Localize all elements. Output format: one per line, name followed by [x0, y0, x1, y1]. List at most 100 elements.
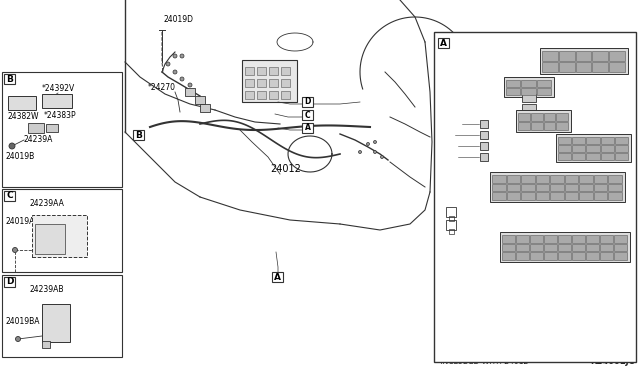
Bar: [35, 224, 65, 254]
Bar: [579, 175, 593, 183]
Bar: [269, 91, 278, 99]
Text: D: D: [304, 97, 310, 106]
Text: *24380P: *24380P: [436, 141, 468, 151]
Text: *24383PC: *24383PC: [436, 173, 474, 182]
Text: R24001JU: R24001JU: [590, 357, 636, 366]
Bar: [594, 192, 607, 200]
Text: *24382VA: *24382VA: [490, 277, 528, 286]
Text: *24370: *24370: [436, 131, 464, 140]
Text: *24346N: *24346N: [510, 264, 544, 273]
Bar: [242, 60, 297, 102]
Bar: [537, 88, 551, 95]
Bar: [609, 184, 622, 191]
Bar: [28, 123, 44, 133]
Bar: [516, 235, 529, 243]
Bar: [504, 77, 554, 97]
Bar: [614, 235, 627, 243]
Text: D: D: [6, 278, 13, 286]
Bar: [586, 244, 599, 251]
Text: *24380PA: *24380PA: [436, 119, 474, 128]
Bar: [540, 48, 628, 74]
Text: *24026N: *24026N: [436, 153, 470, 161]
Bar: [564, 175, 579, 183]
Text: 24239AA: 24239AA: [30, 199, 65, 208]
Bar: [506, 175, 520, 183]
Text: 24382W: 24382W: [8, 112, 40, 121]
Bar: [609, 175, 622, 183]
Bar: [2, 189, 122, 272]
Bar: [558, 145, 572, 152]
Bar: [609, 51, 625, 61]
Bar: [518, 113, 530, 121]
Bar: [536, 192, 549, 200]
Bar: [522, 94, 536, 102]
Bar: [600, 244, 613, 251]
Bar: [579, 192, 593, 200]
Bar: [185, 88, 195, 96]
Bar: [559, 51, 575, 61]
Bar: [558, 235, 571, 243]
Bar: [4, 191, 15, 201]
Bar: [200, 104, 210, 112]
Text: *24075NA: *24075NA: [436, 231, 475, 240]
Bar: [544, 235, 557, 243]
Bar: [586, 145, 600, 152]
Bar: [614, 244, 627, 251]
Bar: [550, 192, 564, 200]
Text: * INCLUDED WITH 24012: * INCLUDED WITH 24012: [434, 357, 528, 366]
Bar: [558, 153, 572, 160]
Bar: [600, 137, 614, 144]
Bar: [500, 232, 630, 262]
Bar: [600, 145, 614, 152]
Bar: [302, 123, 313, 133]
Bar: [614, 252, 627, 260]
Bar: [594, 175, 607, 183]
Bar: [245, 91, 254, 99]
Text: 24239AB: 24239AB: [30, 285, 65, 294]
Bar: [543, 122, 556, 130]
Bar: [245, 67, 254, 75]
Bar: [438, 38, 449, 48]
Circle shape: [166, 62, 170, 66]
Text: B: B: [6, 74, 13, 83]
Bar: [516, 244, 529, 251]
Bar: [550, 184, 564, 191]
Bar: [558, 252, 571, 260]
Bar: [572, 145, 586, 152]
Text: C: C: [6, 192, 13, 201]
Circle shape: [381, 155, 383, 158]
Bar: [492, 192, 506, 200]
Bar: [615, 153, 628, 160]
Circle shape: [173, 70, 177, 74]
Bar: [42, 341, 50, 348]
Bar: [257, 91, 266, 99]
Bar: [518, 122, 530, 130]
Bar: [600, 252, 613, 260]
Bar: [4, 74, 15, 84]
Bar: [558, 137, 572, 144]
Text: *24028NA: *24028NA: [537, 103, 576, 112]
Text: A: A: [440, 38, 447, 48]
Text: *25465M: *25465M: [537, 93, 572, 103]
Text: *24380PB: *24380PB: [572, 116, 610, 125]
Text: 24012: 24012: [270, 164, 301, 174]
Bar: [556, 122, 568, 130]
Bar: [245, 79, 254, 87]
Circle shape: [9, 143, 15, 149]
Bar: [564, 192, 579, 200]
Bar: [544, 252, 557, 260]
Text: 24382VB: 24382VB: [504, 99, 538, 108]
Bar: [502, 244, 515, 251]
Bar: [257, 67, 266, 75]
Text: *24075N: *24075N: [436, 185, 470, 193]
Bar: [572, 153, 586, 160]
Bar: [506, 192, 520, 200]
Bar: [480, 142, 488, 150]
Bar: [600, 153, 614, 160]
Bar: [575, 51, 591, 61]
Bar: [502, 252, 515, 260]
Bar: [195, 96, 205, 104]
Bar: [269, 79, 278, 87]
Bar: [615, 145, 628, 152]
Text: B: B: [135, 131, 142, 140]
